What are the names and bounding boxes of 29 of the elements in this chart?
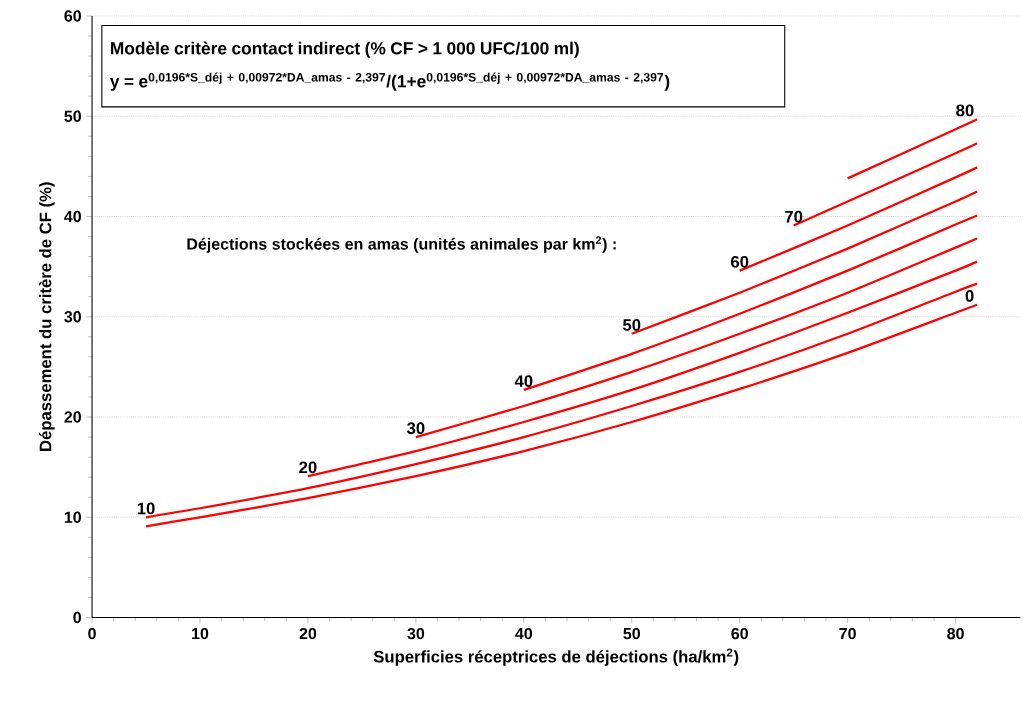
y-tick-label: 10 [64,511,81,524]
x-tick-label: 0 [88,628,96,640]
series-label: 50 [623,319,641,332]
series-label: 30 [406,422,425,435]
x-tick-label: 50 [623,628,640,640]
x-axis-title: Superficies réceptrices de déjections (ha/km$^{2}$) [373,648,739,667]
y-tick-label: 0 [73,612,81,624]
x-tick-label: 70 [839,628,856,640]
x-tick-label: 80 [947,628,964,640]
text: Modèle critère contact indirect (% CF > 1 000 UFC/100 ml) [111,41,579,59]
y-tick-label: 60 [64,10,81,22]
series-label: 60 [731,256,749,268]
annotation: Déjections stockées en amas (unités animales par km$^{2}$) : [187,236,616,254]
x-tick-label: 60 [731,628,748,640]
y-tick-label: 50 [64,110,81,123]
y-tick-label: 40 [64,211,81,223]
series-label: 80 [956,104,974,117]
x-tick-label: 20 [299,628,317,640]
y-tick-label: 20 [64,411,81,423]
x-tick-label: 30 [407,628,425,640]
series-label: 70 [785,211,803,223]
series-label: 10 [137,502,155,515]
series-label: 20 [299,461,317,474]
series-label: 40 [514,375,533,388]
y-axis-title: Dépassement du critère de CF (%) [38,182,55,452]
y-tick-label: 30 [64,311,81,323]
series-label: 0 [965,290,974,303]
x-tick-label: 40 [515,628,533,640]
x-tick-label: 10 [192,628,209,640]
